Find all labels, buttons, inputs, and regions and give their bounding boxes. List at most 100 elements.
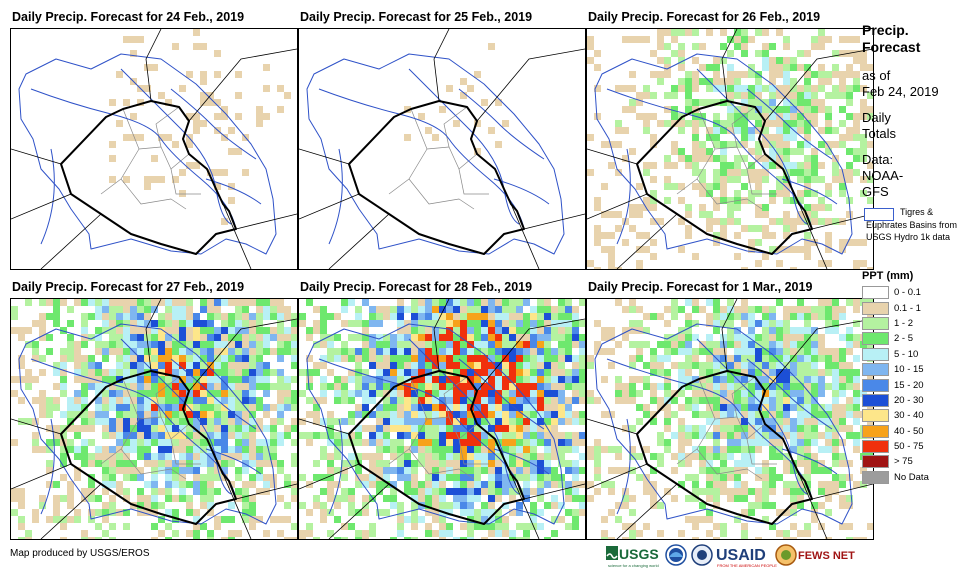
precip-cell [249, 334, 256, 341]
precip-cell [622, 425, 629, 432]
precip-cell [825, 446, 832, 453]
country-border [299, 463, 360, 490]
precip-cell [123, 299, 130, 306]
precip-cell [390, 453, 397, 460]
precip-cell [81, 439, 88, 446]
precip-cell [263, 341, 270, 348]
precip-cell [608, 411, 615, 418]
precip-cell [214, 411, 221, 418]
precip-cell [839, 390, 846, 397]
precip-cell [516, 341, 523, 348]
province-boundary [746, 438, 777, 465]
country-border [145, 29, 162, 102]
precip-cell [137, 467, 144, 474]
precip-cell [636, 355, 643, 362]
precip-cell [242, 446, 249, 453]
precip-cell [860, 57, 867, 64]
precip-cell [699, 411, 706, 418]
precip-cell [235, 411, 242, 418]
precip-cell [706, 481, 713, 488]
precip-cell [530, 453, 537, 460]
precip-cell [453, 488, 460, 495]
precip-cell [467, 411, 474, 418]
precip-cell [383, 467, 390, 474]
precip-cell [214, 523, 221, 530]
precip-cell [558, 383, 565, 390]
precip-cell [404, 355, 411, 362]
precip-cell [256, 299, 263, 306]
river-line [120, 338, 232, 495]
precip-cell [811, 327, 818, 334]
precip-cell [853, 50, 860, 57]
precip-cell [523, 439, 530, 446]
precip-cell [453, 418, 460, 425]
fewsnet-wordmark: FEWS NET [798, 550, 855, 562]
basin-boundary [594, 323, 853, 525]
precip-cell [748, 64, 755, 71]
precip-cell [60, 425, 67, 432]
precip-cell [179, 355, 186, 362]
precip-cell [811, 348, 818, 355]
precip-cell [537, 411, 544, 418]
ppt-color-swatch [862, 440, 889, 454]
precip-cell [404, 376, 411, 383]
precip-cell [214, 169, 221, 176]
precip-cell [425, 453, 432, 460]
precip-cell [207, 467, 214, 474]
precip-cell [383, 439, 390, 446]
precip-cell [804, 183, 811, 190]
precip-cell [446, 362, 453, 369]
country-border [587, 193, 648, 220]
precip-cell [523, 369, 530, 376]
precip-cell [432, 313, 439, 320]
precip-raster [587, 299, 873, 539]
precip-cell [629, 36, 636, 43]
precip-cell [516, 327, 523, 334]
precip-cell [867, 267, 873, 269]
precip-cell [165, 446, 172, 453]
precip-cell [249, 362, 256, 369]
precip-cell [474, 320, 481, 327]
precip-cell [825, 239, 832, 246]
precip-cell [130, 299, 137, 306]
precip-cell [474, 516, 481, 523]
precip-cell [818, 488, 825, 495]
precip-cell [474, 120, 481, 127]
precip-cell [594, 232, 601, 239]
precip-cell [116, 467, 123, 474]
country-border [721, 299, 738, 372]
precip-cell [32, 509, 39, 516]
precip-cell [277, 467, 284, 474]
precip-cell [151, 467, 158, 474]
precip-cell [221, 537, 228, 539]
precip-cell [811, 176, 818, 183]
precip-cell [270, 327, 277, 334]
precip-cell [397, 369, 404, 376]
precip-cell [565, 439, 572, 446]
precip-cell [74, 411, 81, 418]
precip-cell [467, 334, 474, 341]
river-line [30, 358, 237, 500]
precip-cell [748, 134, 755, 141]
precip-cell [186, 495, 193, 502]
precip-cell [509, 306, 516, 313]
precip-cell [594, 225, 601, 232]
precip-cell [362, 327, 369, 334]
precip-cell [355, 439, 362, 446]
precip-cell [846, 162, 853, 169]
precip-cell [249, 502, 256, 509]
precip-cell [221, 313, 228, 320]
precip-cell [727, 404, 734, 411]
precip-cell [270, 460, 277, 467]
precip-cell [207, 369, 214, 376]
precip-cell [439, 453, 446, 460]
precip-cell [685, 383, 692, 390]
precip-cell [74, 516, 81, 523]
precip-cell [755, 190, 762, 197]
precip-cell [334, 432, 341, 439]
precip-cell [692, 169, 699, 176]
precip-cell [193, 341, 200, 348]
precip-cell [102, 369, 109, 376]
precip-cell [748, 383, 755, 390]
precip-cell [783, 57, 790, 64]
